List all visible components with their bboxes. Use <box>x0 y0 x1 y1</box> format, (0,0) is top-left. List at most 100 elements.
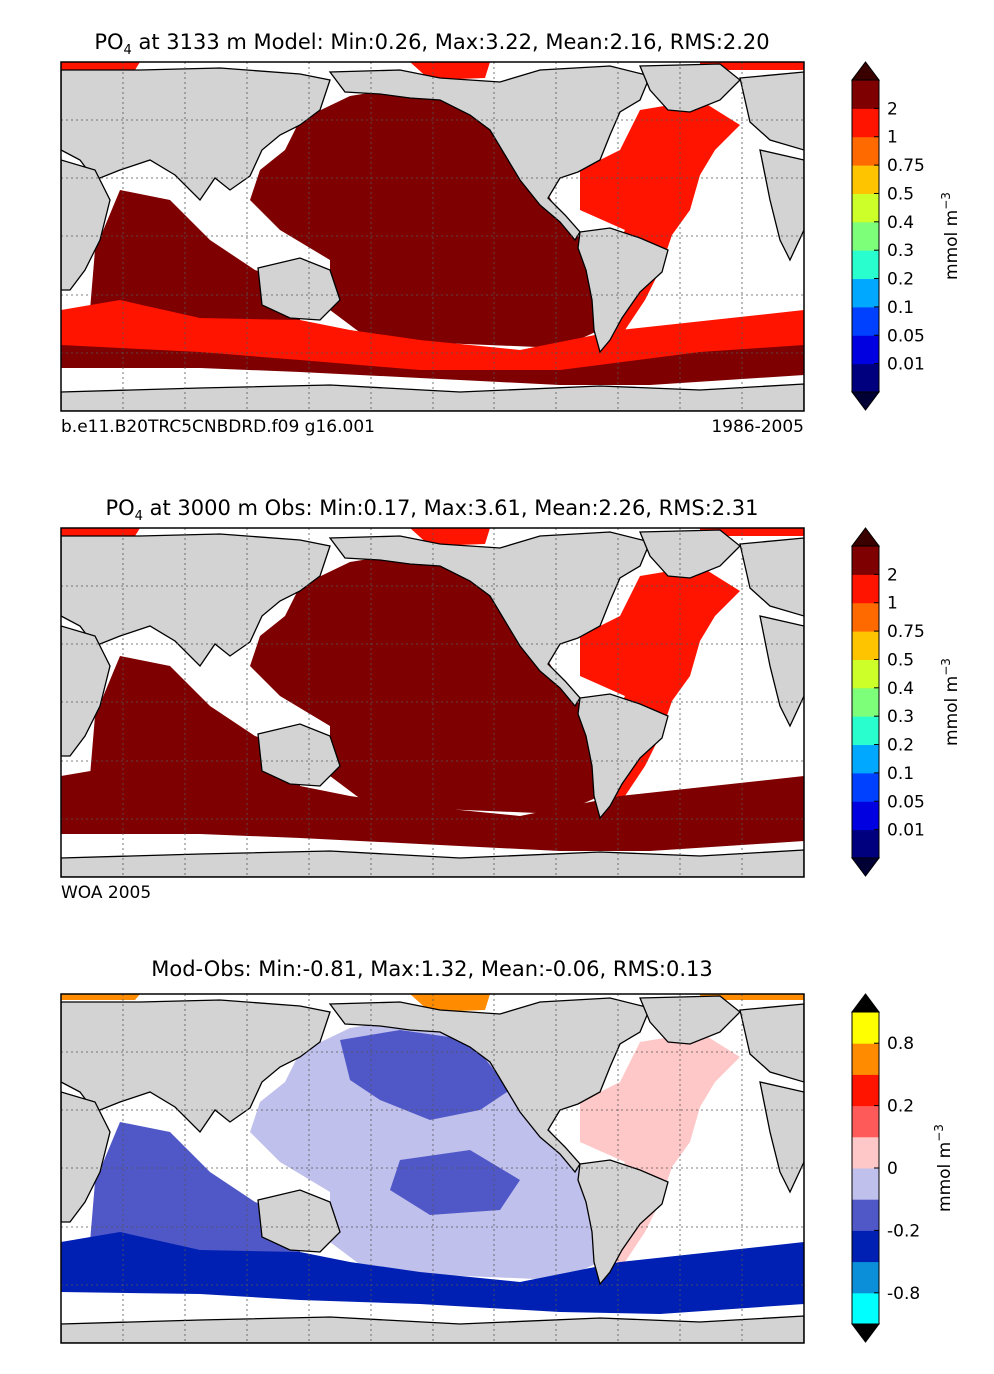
panel-obs-source-label: WOA 2005 <box>61 883 151 903</box>
south-america <box>577 693 669 820</box>
panel-diff-title: Mod-Obs: Min:-0.81, Max:1.32, Mean:-0.06… <box>151 957 712 981</box>
colorbar-tick-label: 0.1 <box>887 298 914 318</box>
colorbar-segment <box>852 1261 879 1294</box>
colorbar-tick-label: 0.1 <box>887 764 914 784</box>
antarctica <box>61 383 804 411</box>
colorbar-segment <box>852 1043 879 1075</box>
colorbar-segment <box>852 80 879 109</box>
colorbar-obs-units: mmol m−3 <box>939 658 962 746</box>
panel-model: PO4 at 3133 m Model: Min:0.26, Max:3.22,… <box>60 30 962 437</box>
colorbar-tick-label: 1 <box>887 594 898 614</box>
panel-model-grid <box>61 62 804 411</box>
panel-diff: Mod-Obs: Min:-0.81, Max:1.32, Mean:-0.06… <box>60 957 955 1344</box>
colorbar-segment <box>852 165 879 194</box>
colorbar-model: 0.01 0.05 0.1 0.2 0.3 0.4 0.5 0.75 1 2 <box>851 61 925 411</box>
panel-model-frame <box>60 61 805 412</box>
colorbar-segment <box>852 716 879 746</box>
colorbar-tick-label: 0.01 <box>887 821 925 841</box>
colorbar-tick-label: 0.5 <box>887 650 914 670</box>
panel-obs: PO4 at 3000 m Obs: Min:0.17, Max:3.61, M… <box>60 496 962 903</box>
colorbar-tick-label: 0 <box>887 1159 898 1179</box>
colorbar-tick-label: 0.75 <box>887 156 925 176</box>
greenland <box>639 529 741 579</box>
panel-obs-map <box>61 528 804 877</box>
panel-model-map <box>61 62 804 411</box>
north-america <box>328 531 651 708</box>
panel-obs-title: PO4 at 3000 m Obs: Min:0.17, Max:3.61, M… <box>105 496 758 524</box>
colorbar-over-arrow <box>851 993 880 1013</box>
southern-ocean-field <box>61 1232 804 1314</box>
panel-obs-frame <box>60 527 805 878</box>
colorbar-segment <box>852 659 879 689</box>
colorbar-obs: 0.01 0.05 0.1 0.2 0.3 0.4 0.5 0.75 1 2 <box>851 527 925 877</box>
antarctica <box>61 1315 804 1343</box>
africa <box>61 1081 804 1223</box>
colorbar-tick-label: 1 <box>887 128 898 148</box>
panel-diff-frame <box>60 993 805 1344</box>
colorbar-segment <box>852 221 879 251</box>
colorbar-segment <box>852 829 879 859</box>
colorbar-segment <box>852 306 879 336</box>
colorbar-tick-label: 0.3 <box>887 241 914 261</box>
colorbar-under-arrow <box>851 1323 880 1343</box>
australia <box>257 723 341 787</box>
colorbar-segment <box>852 687 879 717</box>
colorbar-frame <box>851 79 880 393</box>
colorbar-segment <box>852 772 879 802</box>
colorbar-tick-label: 0.2 <box>887 270 914 290</box>
panel-model-years-label: 1986-2005 <box>711 417 804 437</box>
colorbar-tick-label: 0.5 <box>887 184 914 204</box>
colorbar-tick-label: 0.3 <box>887 707 914 727</box>
colorbar-segment <box>852 1136 879 1169</box>
colorbar-tick-label: 0.2 <box>887 736 914 756</box>
colorbar-tick-label: 0.2 <box>887 1097 914 1117</box>
colorbar-tick-label: 0.4 <box>887 213 914 233</box>
pacific-negative-patches <box>340 1030 520 1215</box>
colorbar-tick-label: 2 <box>887 99 898 119</box>
colorbar-segment <box>852 335 879 365</box>
colorbar-segment <box>852 1230 879 1263</box>
australia <box>257 257 341 321</box>
colorbar-tick-label: 0.05 <box>887 792 925 812</box>
colorbar-segment <box>852 278 879 308</box>
arctic-field <box>61 62 804 80</box>
colorbar-diff: -0.8 -0.2 0 0.2 0.8 <box>851 993 920 1343</box>
colorbar-segment <box>852 136 879 166</box>
colorbar-under-arrow <box>851 857 880 877</box>
circumpolar-deep-band <box>61 811 804 851</box>
south-america <box>577 1159 669 1286</box>
north-america <box>328 65 651 242</box>
colorbar-segment <box>852 193 879 223</box>
colorbar-tick-label: -0.2 <box>887 1221 920 1241</box>
greenland <box>639 995 741 1045</box>
colorbar-segment <box>852 1168 879 1200</box>
australia <box>257 1189 341 1253</box>
colorbar-segment <box>852 363 879 393</box>
colorbar-over-arrow <box>851 527 880 547</box>
colorbar-tick-label: 0.8 <box>887 1034 914 1054</box>
greenland <box>639 63 741 113</box>
colorbar-segment <box>852 1074 879 1107</box>
south-america <box>577 227 669 354</box>
panel-obs-grid <box>61 528 804 877</box>
colorbar-segment <box>852 546 879 575</box>
colorbar-segment <box>852 1292 879 1325</box>
circumpolar-deep-band <box>61 345 804 385</box>
arctic-field <box>61 994 804 1012</box>
panel-model-case-label: b.e11.B20TRC5CNBDRD.f09 g16.001 <box>61 417 375 437</box>
colorbar-tick-label: 0.01 <box>887 355 925 375</box>
colorbar-model-units: mmol m−3 <box>939 192 962 280</box>
north-america <box>328 997 651 1174</box>
africa <box>61 149 804 291</box>
colorbar-segment <box>852 801 879 831</box>
panel-diff-map <box>61 994 804 1343</box>
colorbar-tick-label: 2 <box>887 565 898 585</box>
arctic-field <box>61 528 804 546</box>
colorbar-segment <box>852 631 879 660</box>
antarctica <box>61 849 804 877</box>
colorbar-tick-label: -0.8 <box>887 1284 920 1304</box>
colorbar-frame <box>851 545 880 859</box>
colorbar-over-arrow <box>851 61 880 81</box>
colorbar-segment <box>852 744 879 774</box>
